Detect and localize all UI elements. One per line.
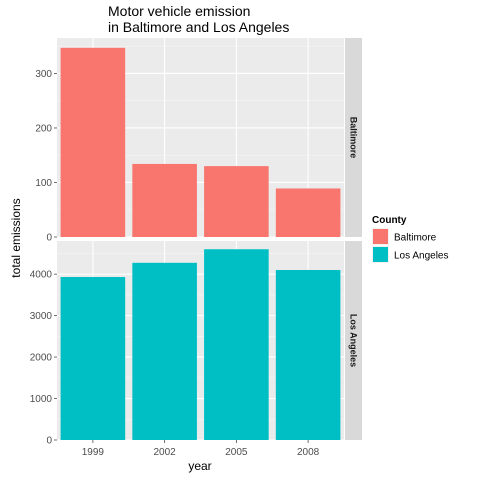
y-tick-label: 4000 xyxy=(30,270,53,281)
y-axis-title: total emissions xyxy=(9,198,23,277)
facet-strip xyxy=(345,241,362,440)
legend-swatch xyxy=(373,229,388,244)
bar-baltimore-2002 xyxy=(132,163,197,237)
bar-los-angeles-1999 xyxy=(60,277,126,440)
y-tick-label: 300 xyxy=(35,69,52,80)
y-tick-label: 200 xyxy=(35,123,52,134)
chart-title-line-1: Motor vehicle emission xyxy=(108,3,250,19)
bar-los-angeles-2002 xyxy=(132,262,197,440)
legend-label: Baltimore xyxy=(394,233,437,244)
y-tick-label: 2000 xyxy=(30,353,53,364)
facet-strip-label: Baltimore xyxy=(349,117,359,159)
facet-panels: 0 100 200 300 Baltimore 0 1000 2000 3000 4000 Los … xyxy=(30,38,362,447)
x-tick-label: 2002 xyxy=(154,447,177,458)
y-tick-label: 3000 xyxy=(30,311,53,322)
y-tick-label: 1000 xyxy=(30,394,53,405)
bar-los-angeles-2005 xyxy=(204,249,269,440)
facet-panel-los-angeles: 0 1000 2000 3000 4000 Los Angeles xyxy=(30,241,362,447)
x-axis-title: year xyxy=(188,459,211,473)
x-tick-label: 2005 xyxy=(225,447,248,458)
chart-title-line-2: in Baltimore and Los Angeles xyxy=(108,19,289,35)
x-tick-label: 1999 xyxy=(82,447,105,458)
y-tick-label: 0 xyxy=(46,233,52,244)
y-tick-label: 100 xyxy=(35,178,52,189)
bar-baltimore-1999 xyxy=(60,47,126,238)
bar-los-angeles-2008 xyxy=(275,269,341,440)
x-axis: 1999 2002 2005 2008 xyxy=(82,440,320,458)
legend-label: Los Angeles xyxy=(394,251,449,262)
facet-panel-baltimore: 0 100 200 300 Baltimore xyxy=(35,38,362,244)
legend: County Baltimore Los Angeles xyxy=(372,215,449,263)
bar-baltimore-2008 xyxy=(275,188,341,237)
bar-baltimore-2005 xyxy=(204,166,269,237)
x-tick-label: 2008 xyxy=(297,447,320,458)
legend-swatch xyxy=(373,247,388,262)
facet-strip-label: Los Angeles xyxy=(349,314,359,367)
facet-strip xyxy=(345,38,362,237)
legend-title: County xyxy=(372,215,407,226)
y-tick-label: 0 xyxy=(46,436,52,447)
